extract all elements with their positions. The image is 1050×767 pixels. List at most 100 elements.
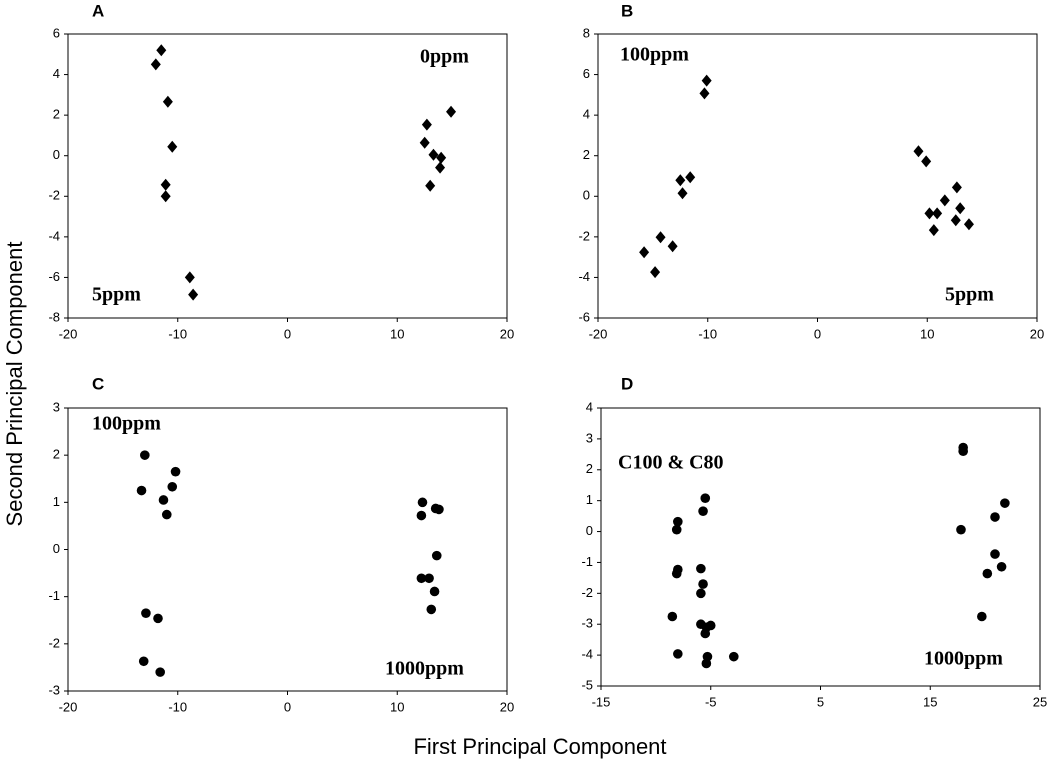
data-point [667, 240, 678, 253]
y-tick-label: -5 [581, 677, 593, 692]
y-tick-label: -1 [48, 588, 60, 603]
data-point [921, 155, 932, 168]
data-point [421, 118, 432, 131]
y-tick-label: 1 [586, 492, 593, 507]
data-point [700, 493, 711, 503]
y-tick-label: -3 [581, 616, 593, 631]
y-tick-label: 4 [586, 399, 593, 414]
y-tick-label: -3 [48, 682, 60, 697]
data-point [928, 224, 939, 237]
data-point [188, 288, 199, 301]
y-tick-label: 0 [53, 147, 60, 162]
data-point [1000, 498, 1010, 508]
x-tick-label: 10 [390, 326, 404, 341]
x-tick-label: 10 [920, 326, 934, 341]
data-point [696, 563, 706, 574]
x-tick-label: -15 [592, 694, 611, 709]
x-tick-label: 20 [500, 326, 514, 341]
y-tick-label: 4 [53, 66, 60, 81]
x-tick-label: 5 [817, 694, 824, 709]
data-point [667, 611, 678, 622]
data-point [698, 506, 708, 516]
y-tick-label: 2 [53, 107, 60, 122]
data-point [982, 568, 993, 579]
data-point [639, 246, 650, 259]
data-point [136, 485, 147, 496]
x-tick-label: 10 [390, 699, 404, 714]
data-point [431, 550, 442, 561]
data-point [958, 446, 968, 457]
x-tick-label: 20 [1030, 326, 1044, 341]
data-point [728, 651, 739, 662]
y-tick-label: -6 [578, 309, 590, 324]
y-tick-label: -4 [578, 269, 590, 284]
y-tick-label: 3 [53, 399, 60, 414]
annotation: 100ppm [620, 44, 689, 66]
data-point [158, 495, 169, 505]
y-tick-label: 0 [53, 541, 60, 556]
data-point [184, 271, 195, 284]
x-tick-label: -10 [168, 699, 187, 714]
x-tick-label: 0 [814, 326, 821, 341]
data-point [655, 231, 666, 244]
y-tick-label: -4 [581, 647, 593, 662]
data-point [913, 145, 924, 158]
panel-title: D [621, 374, 633, 393]
data-point [160, 178, 171, 191]
y-tick-label: 0 [586, 523, 593, 538]
data-point [939, 194, 950, 207]
data-point [677, 187, 688, 200]
data-point [698, 579, 708, 589]
data-point [990, 512, 1000, 522]
annotation: 1000ppm [924, 648, 1003, 670]
data-point [162, 95, 173, 108]
data-point [963, 218, 974, 231]
data-point [417, 497, 428, 508]
x-tick-label: 15 [923, 694, 937, 709]
x-tick-label: -20 [589, 326, 608, 341]
plot-frame [597, 33, 1038, 319]
data-point [426, 604, 437, 615]
panel-title: B [621, 1, 633, 20]
y-tick-label: 2 [586, 461, 593, 476]
data-point [156, 44, 167, 57]
y-tick-label: -2 [48, 635, 60, 650]
data-point [155, 667, 165, 677]
data-point [446, 105, 457, 118]
data-point [424, 573, 434, 584]
data-point [671, 568, 682, 579]
data-point [955, 202, 966, 215]
y-tick-label: 6 [53, 25, 60, 40]
y-tick-label: 6 [583, 66, 590, 81]
data-point [924, 207, 935, 220]
x-tick-label: -20 [59, 326, 78, 341]
data-point [699, 87, 710, 100]
data-point [138, 656, 149, 667]
y-tick-label: 1 [53, 494, 60, 509]
data-point [161, 509, 172, 520]
data-point [416, 510, 427, 521]
panel-title: C [92, 374, 104, 393]
annotation: 5ppm [92, 284, 141, 306]
y-tick-label: 3 [586, 430, 593, 445]
y-tick-label: 2 [583, 147, 590, 162]
data-point [950, 214, 961, 227]
data-point [932, 207, 943, 220]
data-point [429, 586, 440, 597]
data-point [428, 148, 439, 161]
annotation: 5ppm [945, 284, 994, 306]
data-point [153, 613, 163, 624]
x-tick-label: -10 [168, 326, 187, 341]
panel-title: A [92, 1, 104, 20]
data-point [419, 136, 430, 149]
y-tick-label: 4 [583, 107, 590, 122]
y-tick-label: -2 [581, 585, 593, 600]
y-tick-label: -1 [581, 554, 593, 569]
x-tick-label: -10 [698, 326, 717, 341]
y-tick-label: -4 [48, 228, 60, 243]
data-point [673, 649, 683, 659]
data-point [436, 151, 447, 164]
annotation: 1000ppm [385, 658, 464, 680]
